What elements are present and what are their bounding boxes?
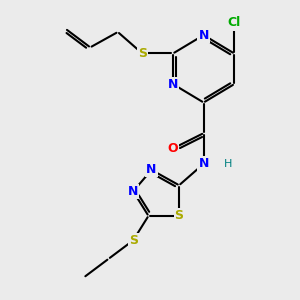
Text: S: S xyxy=(138,47,147,60)
Text: N: N xyxy=(198,28,209,42)
Text: H: H xyxy=(224,159,232,169)
Text: S: S xyxy=(129,234,138,247)
Text: N: N xyxy=(198,157,209,170)
Text: N: N xyxy=(128,185,138,198)
Text: O: O xyxy=(168,142,178,155)
Text: Cl: Cl xyxy=(228,16,241,29)
Text: S: S xyxy=(175,209,184,222)
Text: N: N xyxy=(146,164,157,176)
Text: N: N xyxy=(168,78,178,91)
